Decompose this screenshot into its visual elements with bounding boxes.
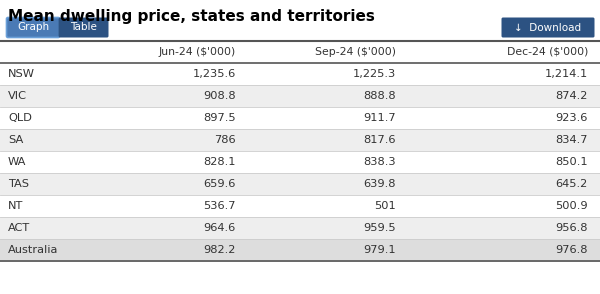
Text: SA: SA <box>8 135 23 145</box>
Bar <box>0 129 600 151</box>
Text: Sep-24 ($'000): Sep-24 ($'000) <box>315 47 396 57</box>
Bar <box>0 173 600 195</box>
FancyBboxPatch shape <box>59 18 109 38</box>
Bar <box>0 151 600 173</box>
FancyBboxPatch shape <box>7 18 59 38</box>
Text: 982.2: 982.2 <box>203 245 236 255</box>
Text: 911.7: 911.7 <box>364 113 396 123</box>
Text: 828.1: 828.1 <box>203 157 236 167</box>
Text: Australia: Australia <box>8 245 58 255</box>
Text: 500.9: 500.9 <box>556 201 588 211</box>
Text: 501: 501 <box>374 201 396 211</box>
Text: NSW: NSW <box>8 69 35 79</box>
Text: 976.8: 976.8 <box>556 245 588 255</box>
Text: VIC: VIC <box>8 91 27 101</box>
Text: 786: 786 <box>214 135 236 145</box>
Bar <box>0 63 600 85</box>
Text: TAS: TAS <box>8 179 29 189</box>
Bar <box>0 217 600 239</box>
Text: Dec-24 ($'000): Dec-24 ($'000) <box>506 47 588 57</box>
Text: 536.7: 536.7 <box>203 201 236 211</box>
Bar <box>0 195 600 217</box>
Text: NT: NT <box>8 201 23 211</box>
Text: 897.5: 897.5 <box>203 113 236 123</box>
Bar <box>0 107 600 129</box>
Text: ↓  Download: ↓ Download <box>514 23 581 33</box>
Text: 834.7: 834.7 <box>556 135 588 145</box>
Text: Jun-24 ($'000): Jun-24 ($'000) <box>159 47 236 57</box>
Bar <box>0 85 600 107</box>
Text: 850.1: 850.1 <box>556 157 588 167</box>
Text: 639.8: 639.8 <box>364 179 396 189</box>
Text: 1,225.3: 1,225.3 <box>353 69 396 79</box>
Text: ACT: ACT <box>8 223 30 233</box>
Text: 1,235.6: 1,235.6 <box>193 69 236 79</box>
Text: 964.6: 964.6 <box>204 223 236 233</box>
Text: 874.2: 874.2 <box>556 91 588 101</box>
Text: 923.6: 923.6 <box>556 113 588 123</box>
Text: Mean dwelling price, states and territories: Mean dwelling price, states and territor… <box>8 9 375 24</box>
Text: 659.6: 659.6 <box>203 179 236 189</box>
Text: 888.8: 888.8 <box>364 91 396 101</box>
Text: Graph: Graph <box>17 23 49 33</box>
Text: WA: WA <box>8 157 26 167</box>
Text: QLD: QLD <box>8 113 32 123</box>
Text: 956.8: 956.8 <box>556 223 588 233</box>
Text: 908.8: 908.8 <box>203 91 236 101</box>
Text: 959.5: 959.5 <box>364 223 396 233</box>
Text: 645.2: 645.2 <box>556 179 588 189</box>
Text: 817.6: 817.6 <box>364 135 396 145</box>
Text: 838.3: 838.3 <box>364 157 396 167</box>
Text: 1,214.1: 1,214.1 <box>545 69 588 79</box>
Text: Table: Table <box>70 23 97 33</box>
FancyBboxPatch shape <box>502 18 595 38</box>
Bar <box>0 239 600 261</box>
Text: 979.1: 979.1 <box>364 245 396 255</box>
